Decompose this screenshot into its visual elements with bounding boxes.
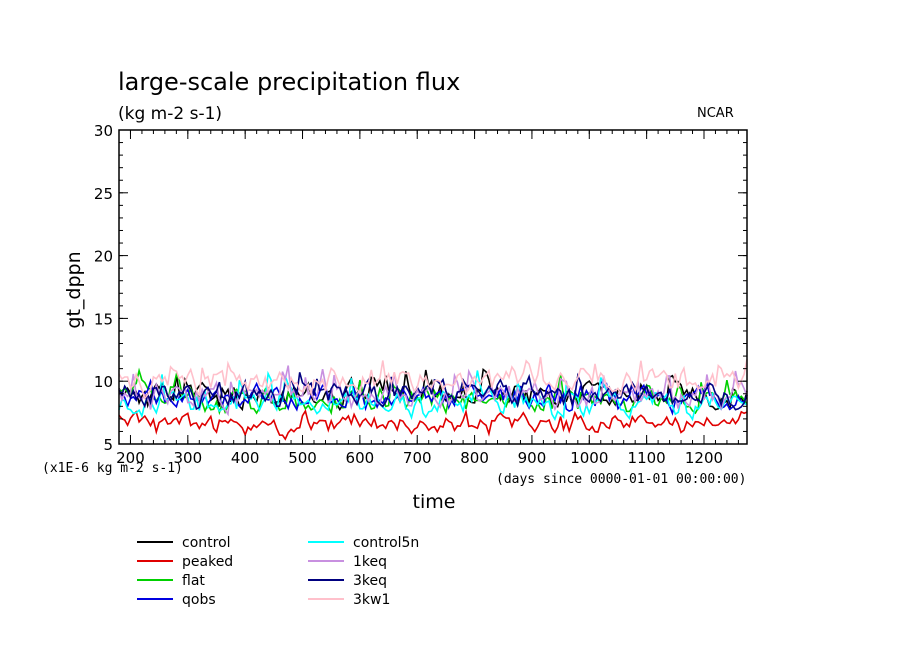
plot-frame [118,129,748,445]
x-tick-label: 600 [346,449,375,467]
x-tick-label: 700 [403,449,432,467]
x-tick-label: 900 [518,449,547,467]
plot-lines [118,356,748,441]
y-tick-label: 30 [94,122,113,140]
y-tick-label: 5 [103,436,113,454]
legend-label-peaked: peaked [182,554,233,570]
chart-title: large-scale precipitation flux [118,68,460,96]
series-line-3kw1 [118,356,748,400]
legend-label-3keq: 3keq [353,573,387,589]
x-tick-label: 500 [288,449,317,467]
legend-label-control5n: control5n [353,535,419,551]
legend-label-flat: flat [182,573,205,589]
x-axis-ticks: 200 300 400 500 600 700 800 900 1000 1100 1200 [116,130,739,467]
series-line-peaked [118,408,748,441]
legend-label-control: control [182,535,231,551]
series-line-1keq [118,365,748,417]
x-tick-label: 400 [231,449,260,467]
legend-label-3kw1: 3kw1 [353,592,390,608]
y-tick-label: 20 [94,248,113,266]
x-tick-label: 300 [174,449,203,467]
units-label: (kg m-2 s-1) [118,104,222,124]
x-units-label: (days since 0000-01-01 00:00:00) [496,472,746,487]
org-label: NCAR [697,106,734,121]
y-tick-label: 10 [94,373,113,391]
legend-label-qobs: qobs [182,592,216,608]
y-axis-label: gt_dppn [63,251,85,328]
series-line-qobs [118,377,748,416]
x-tick-label: 200 [116,449,145,467]
x-tick-label: 800 [460,449,489,467]
y-scale-label: (x1E-6 kg m-2 s-1) [42,461,183,476]
series-line-3keq [118,372,748,411]
legend: control peaked flat qobs control5n 1keq 3keq 3k… [137,535,419,608]
x-tick-label: 1100 [628,449,666,467]
y-axis-ticks: 5 10 15 20 25 30 [94,122,747,454]
x-tick-label: 1200 [685,449,723,467]
x-tick-label: 1000 [570,449,608,467]
y-tick-label: 15 [94,310,113,328]
legend-label-1keq: 1keq [353,554,387,570]
y-tick-label: 25 [94,185,113,203]
x-axis-label: time [413,491,456,513]
